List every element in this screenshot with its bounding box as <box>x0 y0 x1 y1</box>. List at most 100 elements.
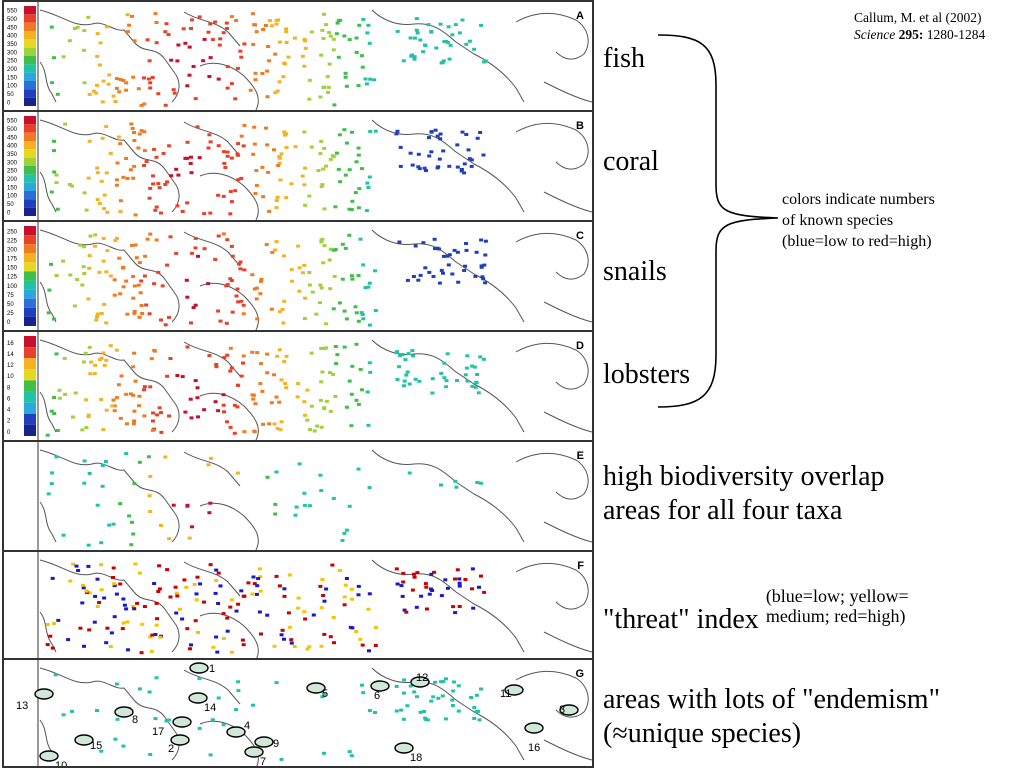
endemism-area-number: 7 <box>260 756 267 768</box>
citation-journal: Science <box>854 27 896 42</box>
map-svg <box>37 442 592 550</box>
map-panel-c: 250 225 200 175 150 125 100 75 50 25 0 C <box>2 220 594 332</box>
map-panel-d: 16 14 12 10 8 6 4 2 0 D <box>2 330 594 442</box>
endemism-area-number: 17 <box>152 726 165 738</box>
endemism-area-number: 14 <box>204 702 217 714</box>
endemism-area-number: 13 <box>16 700 29 712</box>
map-panel-a: 550 500 450 400 350 300 250 200 150 100 50 0 A <box>2 0 594 112</box>
brace-note-line3: (blue=low to red=high) <box>782 233 932 250</box>
label-coral: coral <box>603 146 659 177</box>
label-overlap-line1: high biodiversity overlap <box>603 461 885 492</box>
svg-text:250: 250 <box>7 229 18 235</box>
svg-text:0: 0 <box>7 210 11 216</box>
citation: Callum, M. et al (2002) Science 295: 128… <box>854 9 985 43</box>
map-panel-f: F <box>2 550 594 660</box>
svg-text:16: 16 <box>7 341 14 347</box>
map-svg <box>37 552 592 658</box>
svg-text:200: 200 <box>7 67 18 73</box>
svg-text:550: 550 <box>7 9 18 15</box>
svg-text:250: 250 <box>7 169 18 175</box>
svg-text:450: 450 <box>7 25 18 31</box>
citation-authors: Callum, M. et al (2002) <box>854 10 982 25</box>
label-lobsters: lobsters <box>603 359 691 390</box>
svg-text:0: 0 <box>7 430 11 436</box>
panel-letter: G <box>575 668 584 680</box>
map-panel-e: E <box>2 440 594 552</box>
panel-letter: B <box>576 120 584 132</box>
svg-text:50: 50 <box>7 92 14 98</box>
svg-text:100: 100 <box>7 84 18 90</box>
svg-text:2: 2 <box>7 419 11 425</box>
svg-text:500: 500 <box>7 17 18 23</box>
panel-letter: A <box>576 10 584 22</box>
citation-volume: 295: <box>898 27 924 42</box>
svg-text:200: 200 <box>7 177 18 183</box>
svg-text:50: 50 <box>7 302 14 308</box>
svg-text:6: 6 <box>7 396 11 402</box>
svg-text:400: 400 <box>7 34 18 40</box>
endemism-area-number: 16 <box>528 742 541 754</box>
map-panel-b: 550 500 450 400 350 300 250 200 150 100 50 0 B <box>2 110 594 222</box>
threat-note-line2: medium; red=high) <box>765 606 906 626</box>
svg-text:225: 225 <box>7 238 18 244</box>
panel-letter: E <box>576 450 584 462</box>
svg-text:4: 4 <box>7 408 11 414</box>
label-overlap: high biodiversity overlap areas for all … <box>603 460 885 528</box>
endemism-area-number: 9 <box>273 738 280 750</box>
threat-note-line1: (blue=low; yellow= <box>765 586 909 606</box>
endemism-area-number: 8 <box>132 714 139 726</box>
label-threat: "threat" index (blue=low; yellow= medium… <box>603 586 909 637</box>
label-endemism-line2: (≈unique species) <box>603 718 802 749</box>
endemism-area-number: 4 <box>244 720 251 732</box>
endemism-area-number: 10 <box>55 760 68 768</box>
svg-text:0: 0 <box>7 100 11 106</box>
svg-text:8: 8 <box>7 385 11 391</box>
endemism-area-number: 6 <box>374 690 381 702</box>
svg-text:150: 150 <box>7 266 18 272</box>
label-threat-text: "threat" index <box>603 604 759 635</box>
svg-text:10: 10 <box>7 374 14 380</box>
svg-text:400: 400 <box>7 144 18 150</box>
brace-note: colors indicate numbers of known species… <box>782 189 935 252</box>
svg-text:500: 500 <box>7 127 18 133</box>
label-snails: snails <box>603 256 667 287</box>
brace-note-line1: colors indicate numbers <box>782 191 935 208</box>
label-fish: fish <box>603 43 645 74</box>
svg-text:175: 175 <box>7 257 18 263</box>
endemism-area-number: 11 <box>500 688 512 700</box>
svg-text:100: 100 <box>7 284 18 290</box>
label-endemism: areas with lots of "endemism" (≈unique s… <box>603 683 940 751</box>
svg-text:550: 550 <box>7 119 18 125</box>
svg-text:150: 150 <box>7 185 18 191</box>
panel-letter: D <box>576 340 584 352</box>
threat-note: (blue=low; yellow= medium; red=high) <box>766 586 909 626</box>
endemism-area-number: 18 <box>410 752 423 764</box>
curly-brace <box>657 34 779 408</box>
svg-text:250: 250 <box>7 59 18 65</box>
label-overlap-line2: areas for all four taxa <box>603 495 843 526</box>
svg-text:14: 14 <box>7 352 14 358</box>
svg-text:150: 150 <box>7 75 18 81</box>
svg-text:200: 200 <box>7 247 18 253</box>
endemism-area-number: 15 <box>90 740 103 752</box>
svg-text:450: 450 <box>7 135 18 141</box>
svg-text:75: 75 <box>7 293 14 299</box>
svg-text:350: 350 <box>7 152 18 158</box>
svg-text:50: 50 <box>7 202 14 208</box>
map-svg: 16 14 12 10 8 6 4 2 0 <box>7 332 592 440</box>
svg-text:350: 350 <box>7 42 18 48</box>
brace-note-line2: of known species <box>782 212 894 229</box>
endemism-area-number: 12 <box>416 672 429 684</box>
svg-text:25: 25 <box>7 311 14 317</box>
svg-text:0: 0 <box>7 320 11 326</box>
map-svg <box>34 660 592 766</box>
svg-text:125: 125 <box>7 275 18 281</box>
endemism-area-number: 3 <box>559 704 566 716</box>
endemism-area-number: 5 <box>322 688 329 700</box>
map-panel-g: G 1 2 3 4 5 6 7 8 9 10 11 12 13 14 15 16 17 18 <box>2 658 594 768</box>
map-figure: 550 500 450 400 350 300 250 200 150 100 50 0 A 550 500… <box>2 0 594 768</box>
panel-letter: F <box>577 560 584 572</box>
